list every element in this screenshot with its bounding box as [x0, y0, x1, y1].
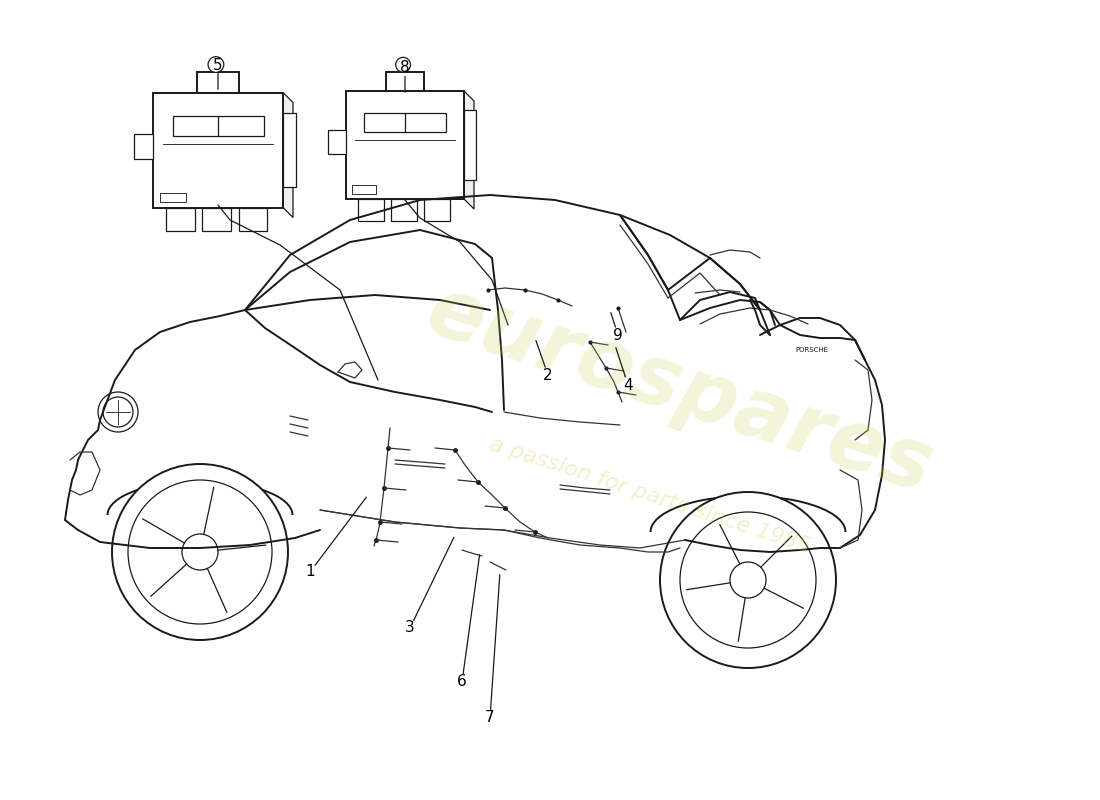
Bar: [166, 207, 195, 230]
Text: 5: 5: [213, 58, 223, 73]
Bar: [386, 71, 424, 91]
Bar: [153, 93, 283, 207]
Bar: [133, 134, 153, 159]
Text: 4: 4: [624, 378, 632, 393]
Text: 3: 3: [405, 621, 415, 635]
Text: 6: 6: [458, 674, 466, 690]
Bar: [358, 199, 384, 221]
Bar: [160, 193, 186, 202]
Polygon shape: [283, 93, 293, 218]
Text: 7: 7: [485, 710, 495, 726]
Bar: [424, 199, 450, 221]
Circle shape: [208, 57, 223, 73]
Bar: [283, 113, 296, 186]
Bar: [173, 115, 264, 136]
Bar: [328, 130, 346, 154]
Text: 1: 1: [305, 565, 315, 579]
Bar: [202, 207, 231, 230]
Polygon shape: [464, 91, 474, 209]
Text: 8: 8: [400, 61, 410, 75]
Circle shape: [112, 464, 288, 640]
Circle shape: [396, 58, 410, 72]
Bar: [197, 72, 239, 93]
Bar: [346, 91, 464, 199]
Text: PORSCHE: PORSCHE: [795, 347, 828, 353]
Bar: [390, 199, 417, 221]
Text: 2: 2: [543, 367, 553, 382]
Text: a passion for parts since 1985: a passion for parts since 1985: [487, 434, 813, 557]
Bar: [352, 185, 375, 194]
Bar: [464, 110, 476, 179]
Text: eurospares: eurospares: [417, 270, 943, 510]
Text: 9: 9: [613, 327, 623, 342]
Bar: [239, 207, 267, 230]
Bar: [364, 113, 447, 132]
Circle shape: [660, 492, 836, 668]
